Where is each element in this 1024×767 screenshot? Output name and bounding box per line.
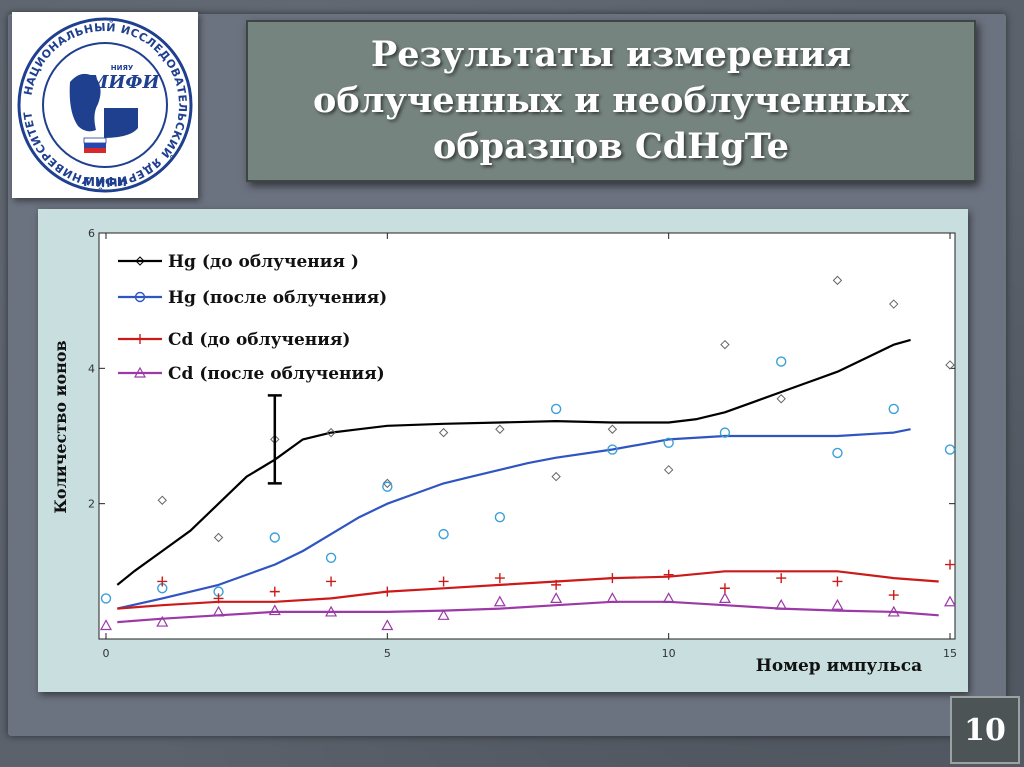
legend-label-2: Hg (после облучения): [168, 288, 387, 308]
data-point-circle: [382, 481, 393, 492]
series-line-1: [116, 338, 911, 586]
legend-marker-1: [135, 256, 145, 266]
logo-small-text: НИЯУ: [111, 64, 134, 72]
data-point-diamond: [832, 275, 843, 286]
data-point-plus: [326, 576, 337, 587]
data-point-plus: [157, 576, 168, 587]
data-point-circle: [550, 403, 562, 415]
slide-title: Результаты измерения облученных и необлу…: [313, 34, 909, 167]
data-point-plus: [945, 559, 955, 570]
data-point-plus: [719, 583, 730, 594]
series-line-4: [117, 600, 939, 624]
y-tick-label: 2: [88, 498, 95, 511]
logo-horse-icon: [69, 73, 101, 132]
data-point-circle: [100, 593, 112, 604]
data-point-circle: [494, 512, 506, 523]
data-point-plus: [269, 586, 280, 597]
x-tick-label: 5: [384, 647, 391, 660]
data-point-triangle: [606, 592, 619, 603]
legend-marker-2: [134, 291, 146, 303]
data-point-plus: [776, 573, 787, 584]
data-point-diamond: [438, 427, 449, 438]
data-point-diamond: [776, 394, 786, 404]
page-number: 10: [964, 712, 1006, 748]
data-point-diamond: [382, 478, 393, 489]
data-point-triangle: [156, 615, 169, 627]
y-tick-label: 4: [88, 362, 95, 375]
series-line-2: [117, 428, 911, 610]
data-point-triangle: [268, 604, 281, 616]
title-panel: Результаты измерения облученных и необлу…: [246, 20, 976, 182]
x-tick-label: 15: [943, 647, 957, 660]
logo-rider-icon: [104, 108, 138, 138]
legend-label-4: Cd (после облучения): [168, 364, 385, 384]
x-tick-label: 0: [103, 647, 110, 660]
data-point-plus: [888, 590, 899, 601]
data-point-plus: [607, 573, 618, 584]
x-axis-label: Номер импульса: [756, 656, 922, 676]
y-tick-label: 6: [88, 227, 95, 240]
page-number-badge: 10: [950, 696, 1020, 764]
data-point-plus: [438, 576, 449, 587]
data-point-triangle: [887, 605, 900, 617]
data-point-triangle: [437, 609, 450, 620]
data-point-circle: [663, 437, 674, 448]
legend-marker-3: [135, 334, 145, 344]
data-point-triangle: [493, 595, 506, 607]
data-point-circle: [719, 427, 731, 438]
data-point-plus: [382, 586, 393, 597]
data-point-circle: [776, 356, 787, 367]
data-point-triangle: [381, 619, 394, 631]
data-point-diamond: [551, 471, 561, 482]
series-line-3: [117, 570, 939, 610]
data-point-circle: [944, 444, 956, 455]
data-point-triangle: [831, 598, 844, 610]
data-point-plus: [832, 576, 843, 587]
data-point-diamond: [607, 424, 618, 434]
data-point-circle: [269, 532, 281, 543]
data-point-diamond: [213, 532, 224, 543]
data-point-diamond: [889, 299, 899, 309]
data-point-circle: [438, 528, 449, 540]
data-point-plus: [551, 579, 562, 590]
data-point-plus: [213, 593, 224, 604]
logo-mark-text: МИФИ: [87, 72, 160, 93]
mephi-emblem-icon: НАЦИОНАЛЬНЫЙ ИССЛЕДОВАТЕЛЬСКИЙ ЯДЕРНЫЙ У…: [17, 17, 193, 193]
ion-count-chart: 0 5 10 15 2 4 6 Hg (до облучения ) Hg (после об…: [51, 227, 957, 676]
data-point-triangle: [775, 598, 788, 610]
y-axis-label: Количество ионов: [51, 340, 70, 513]
logo-bottom-text: МИФИ: [83, 175, 127, 189]
data-point-circle: [832, 447, 843, 459]
data-point-plus: [494, 573, 505, 584]
data-point-circle: [888, 403, 899, 415]
legend-label-3: Cd (до облучения): [168, 330, 350, 350]
data-point-triangle: [325, 605, 338, 617]
legend-marker-4: [133, 366, 147, 378]
data-point-diamond: [157, 495, 167, 505]
data-point-triangle: [662, 592, 675, 603]
x-tick-label: 10: [662, 647, 676, 660]
data-point-triangle: [943, 595, 957, 607]
data-point-plus: [663, 569, 674, 580]
data-point-triangle: [212, 605, 225, 617]
data-point-diamond: [720, 339, 730, 350]
data-point-circle: [607, 444, 618, 455]
data-point-diamond: [495, 424, 505, 434]
data-point-diamond: [326, 427, 336, 438]
data-point-circle: [325, 552, 337, 563]
university-logo: НАЦИОНАЛЬНЫЙ ИССЛЕДОВАТЕЛЬСКИЙ ЯДЕРНЫЙ У…: [12, 12, 198, 198]
chart-panel: 0 5 10 15 2 4 6 Hg (до облучения ) Hg (после об…: [38, 209, 968, 692]
data-point-triangle: [718, 592, 731, 603]
legend-label-1: Hg (до облучения ): [168, 252, 359, 272]
data-point-triangle: [99, 619, 113, 631]
data-point-diamond: [663, 465, 674, 475]
data-point-triangle: [550, 592, 563, 603]
data-point-diamond: [945, 360, 955, 370]
